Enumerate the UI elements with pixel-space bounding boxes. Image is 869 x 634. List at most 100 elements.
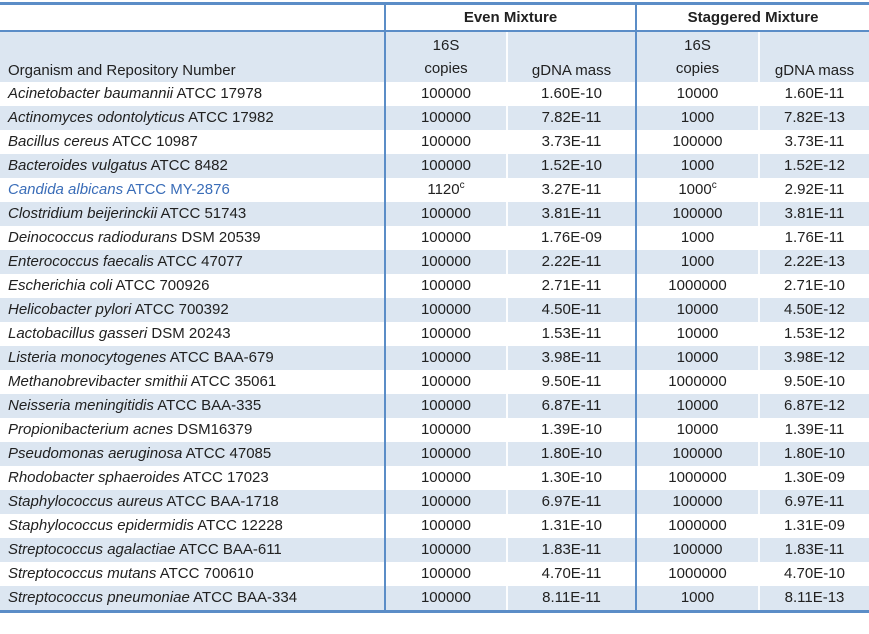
even-copies-value: 100000 [420,205,472,222]
organism-name: Methanobrevibacter smithii [8,373,188,390]
staggered-copies-label: copies [675,60,720,77]
table-row: Propionibacterium acnes DSM16379 100000 … [0,418,869,442]
staggered-copies-value: 1000 [680,109,715,126]
organism-name: Clostridium beijerinckii [8,205,158,222]
even-gdna-mass-cell: 2.71E-11 [506,274,635,298]
organism-cell: Enterococcus faecalis ATCC 47077 [0,250,384,274]
even-copies-label: copies [424,60,468,77]
even-16s-copies-cell: 100000 [384,298,506,322]
organism-name: Enterococcus faecalis [8,253,154,270]
organism-name: Acinetobacter baumannii [8,85,174,102]
organism-repo: ATCC BAA-335 [153,397,262,414]
even-16s-copies-cell: 100000 [384,538,506,562]
organism-cell: Streptococcus agalactiae ATCC BAA-611 [0,538,384,562]
even-16s-copies-cell: 100000 [384,490,506,514]
even-16s-copies-cell: 100000 [384,586,506,610]
even-gdna-mass-cell: 1.60E-10 [506,82,635,106]
even-copies-value: 100000 [420,229,472,246]
staggered-copies-value: 1000000 [668,517,727,534]
organism-cell: Propionibacterium acnes DSM16379 [0,418,384,442]
staggered-copies-value: 100000 [672,205,723,222]
organism-repo: ATCC 17982 [184,109,274,126]
organism-cell: Helicobacter pylori ATCC 700392 [0,298,384,322]
group-header-spacer [0,5,384,30]
organism-cell: Neisseria meningitidis ATCC BAA-335 [0,394,384,418]
staggered-copies-value: 100000 [672,445,723,462]
organism-repo: ATCC 47085 [182,445,272,462]
organism-repo: ATCC 51743 [157,205,247,222]
staggered-gdna-mass-cell: 3.73E-11 [758,130,869,154]
organism-name: Helicobacter pylori [8,301,132,318]
even-gdna-mass-cell: 1.53E-11 [506,322,635,346]
staggered-copies-footnote: c [711,180,717,191]
table-row: Acinetobacter baumannii ATCC 17978 10000… [0,82,869,106]
organism-name: Deinococcus radiodurans [8,229,178,246]
even-copies-footnote: c [459,180,465,191]
even-16s-copies-cell: 100000 [384,202,506,226]
staggered-gdna-mass-cell: 1.53E-12 [758,322,869,346]
staggered-gdna-mass-header: gDNA mass [758,32,869,82]
staggered-16s-copies-cell: 1000000 [635,274,758,298]
table-row: Staphylococcus epidermidis ATCC 12228 10… [0,514,869,538]
organism-repo: ATCC 700926 [112,277,210,294]
table-row: Bacteroides vulgatus ATCC 8482 100000 1.… [0,154,869,178]
staggered-gdna-mass-cell: 1.31E-09 [758,514,869,538]
table-row: Deinococcus radiodurans DSM 20539 100000… [0,226,869,250]
staggered-copies-value: 100000 [672,133,723,150]
organism-name: Streptococcus agalactiae [8,541,176,558]
organism-repo: ATCC 10987 [108,133,198,150]
table-body: Acinetobacter baumannii ATCC 17978 10000… [0,82,869,613]
even-gdna-mass-cell: 6.97E-11 [506,490,635,514]
staggered-16s-copies-cell: 1000 [635,586,758,610]
staggered-16s-copies-cell: 10000 [635,298,758,322]
organism-name: Propionibacterium acnes [8,421,174,438]
even-16s-copies-cell: 100000 [384,154,506,178]
organism-name: Streptococcus pneumoniae [8,589,190,606]
staggered-copies-value: 100000 [672,541,723,558]
even-copies-value: 100000 [420,85,472,102]
staggered-copies-value: 10000 [676,421,719,438]
table-row: Streptococcus pneumoniae ATCC BAA-334 10… [0,586,869,610]
table-row: Streptococcus agalactiae ATCC BAA-611 10… [0,538,869,562]
table-row: Actinomyces odontolyticus ATCC 17982 100… [0,106,869,130]
even-copies-value: 100000 [420,301,472,318]
organism-repo: ATCC MY-2876 [123,181,230,198]
staggered-gdna-mass-cell: 1.52E-12 [758,154,869,178]
organism-cell: Rhodobacter sphaeroides ATCC 17023 [0,466,384,490]
even-16s-copies-cell: 100000 [384,130,506,154]
even-copies-value: 100000 [420,349,472,366]
staggered-16s-copies-cell: 1000000 [635,370,758,394]
even-16s-copies-cell: 100000 [384,82,506,106]
staggered-gdna-mass-cell: 1.30E-09 [758,466,869,490]
even-16s-copies-cell: 100000 [384,442,506,466]
staggered-gdna-mass-cell: 1.60E-11 [758,82,869,106]
table-row: Methanobrevibacter smithii ATCC 35061 10… [0,370,869,394]
even-16s-copies-cell: 100000 [384,514,506,538]
organism-repo: ATCC BAA-1718 [163,493,279,510]
table-row: Streptococcus mutans ATCC 700610 100000 … [0,562,869,586]
even-gdna-mass-cell: 1.52E-10 [506,154,635,178]
staggered-16s-copies-cell: 100000 [635,538,758,562]
even-copies-value: 100000 [420,469,472,486]
column-header-row: Organism and Repository Number 16S copie… [0,32,869,82]
organism-cell: Deinococcus radiodurans DSM 20539 [0,226,384,250]
staggered-copies-value: 100000 [672,493,723,510]
organism-cell: Actinomyces odontolyticus ATCC 17982 [0,106,384,130]
even-copies-value: 100000 [420,493,472,510]
organism-repo: ATCC 8482 [147,157,228,174]
staggered-gdna-mass-cell: 2.22E-13 [758,250,869,274]
table-row: Pseudomonas aeruginosa ATCC 47085 100000… [0,442,869,466]
organism-column-header: Organism and Repository Number [8,62,236,79]
organism-name: Bacillus cereus [8,133,109,150]
even-gdna-mass-cell: 1.83E-11 [506,538,635,562]
even-copies-value: 100000 [420,133,472,150]
organism-name: Escherichia coli [8,277,113,294]
organism-name: Pseudomonas aeruginosa [8,445,183,462]
organism-name: Neisseria meningitidis [8,397,154,414]
even-mixture-group-header: Even Mixture [384,5,635,30]
staggered-copies-value: 1000 [680,589,715,606]
staggered-copies-value: 1000000 [668,277,727,294]
staggered-gdna-mass-cell: 1.80E-10 [758,442,869,466]
organism-repo: ATCC BAA-679 [166,349,274,366]
staggered-mixture-group-header: Staggered Mixture [635,5,869,30]
